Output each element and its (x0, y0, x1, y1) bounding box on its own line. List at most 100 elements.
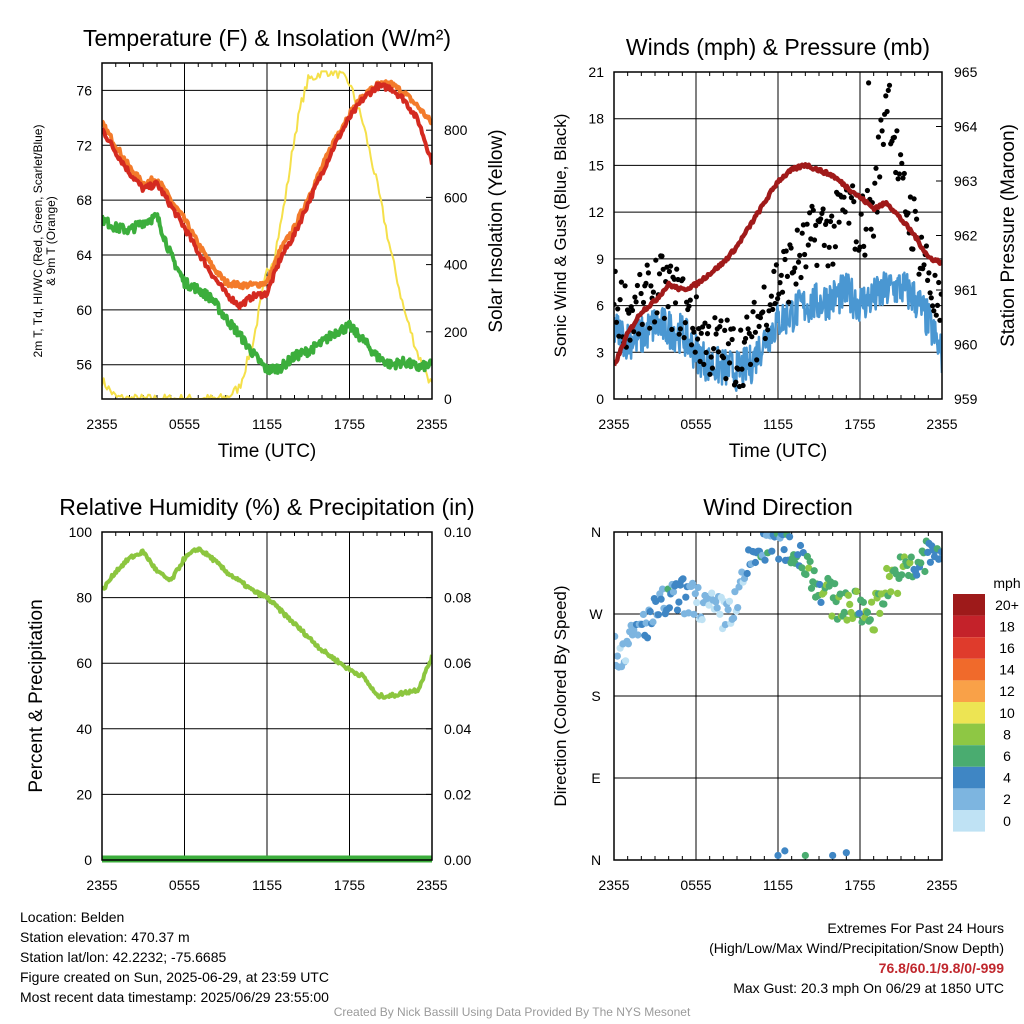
series-relative-humidity (102, 546, 432, 700)
gust-point (644, 262, 650, 268)
direction-point (921, 567, 929, 576)
gust-point (896, 171, 903, 177)
gust-point (643, 280, 649, 286)
gust-point (809, 203, 815, 209)
colorbar-label: 8 (1003, 726, 1011, 742)
gust-point (631, 329, 637, 335)
gust-point (677, 326, 684, 332)
gust-point (932, 272, 938, 278)
direction-point (624, 640, 633, 648)
gust-point (687, 297, 693, 303)
gust-point (880, 141, 887, 147)
colorbar-swatch (953, 810, 985, 832)
colorbar-label: 14 (999, 662, 1015, 678)
gust-point (618, 279, 625, 285)
gust-point (842, 209, 848, 215)
gust-point (614, 319, 620, 325)
station-latlon: Station lat/lon: 42.2232; -75.6685 (20, 949, 227, 965)
gust-point (688, 342, 695, 348)
direction-point (682, 593, 690, 601)
y-right-tick-label: 0.04 (444, 721, 471, 737)
direction-point (708, 589, 716, 597)
direction-point (796, 541, 805, 550)
gust-point (813, 222, 819, 228)
direction-point (810, 567, 818, 575)
x-tick-label: 1155 (252, 416, 282, 432)
colorbar-swatch (953, 723, 985, 746)
gust-point (715, 349, 722, 355)
y-right-tick-label: 400 (444, 257, 468, 273)
y-axis-label-right: Solar Insolation (Yellow) (486, 129, 507, 332)
gust-point (648, 283, 654, 289)
colorbar-swatch (953, 594, 985, 616)
gust-point (704, 331, 711, 337)
gust-point (695, 336, 701, 342)
direction-point (775, 555, 783, 563)
gust-point (927, 290, 933, 296)
station-info: Location: Belden Station elevation: 470.… (20, 907, 329, 1007)
direction-point (684, 609, 693, 617)
direction-point (880, 600, 888, 608)
gust-point (743, 335, 749, 342)
gust-point (804, 221, 810, 227)
chart-panel-1: Temperature (F) & Insolation (W/m²) 2355 0… (31, 25, 507, 462)
gust-point (930, 303, 936, 309)
gust-point (707, 371, 713, 377)
direction-point (840, 608, 848, 616)
y-tick-label: 18 (588, 111, 604, 127)
direction-point (642, 619, 650, 627)
gust-point (653, 257, 659, 263)
direction-point (669, 588, 678, 596)
extremes-panel: Extremes For Past 24 Hours (High/Low/Max… (709, 918, 1004, 998)
gust-point (691, 329, 697, 335)
direction-point (675, 598, 683, 606)
gust-point (697, 358, 703, 364)
gust-point (803, 264, 809, 270)
gust-point (698, 330, 704, 336)
direction-point (639, 610, 648, 619)
gust-point (676, 331, 682, 337)
gust-point (747, 361, 754, 367)
direction-point (743, 569, 751, 578)
gust-point (672, 300, 679, 306)
x-tick-label: 2355 (598, 416, 629, 432)
direction-point (724, 606, 732, 614)
direction-point (831, 580, 839, 588)
gust-point (725, 341, 732, 347)
gust-point (900, 175, 906, 181)
gust-point (805, 242, 811, 248)
gust-point (708, 354, 714, 360)
y-tick-label: 3 (596, 344, 604, 360)
gust-point (794, 227, 800, 233)
gust-point (898, 152, 904, 158)
y-tick-label: S (591, 688, 600, 704)
gust-point (864, 187, 871, 194)
gust-point (870, 233, 877, 239)
gust-point (738, 327, 744, 333)
chart-title: Wind Direction (703, 494, 853, 520)
y-axis-label-left: Percent & Precipitation (26, 599, 47, 792)
gust-point (872, 180, 878, 186)
y-tick-label: 60 (76, 655, 92, 671)
colorbar-swatch (953, 702, 985, 724)
gust-point (848, 195, 855, 201)
gust-point (706, 323, 712, 329)
max-gust: Max Gust: 20.3 mph On 06/29 at 1850 UTC (733, 980, 1004, 996)
direction-point (658, 585, 667, 593)
gust-point (850, 183, 856, 189)
direction-point (844, 591, 853, 599)
direction-point (937, 548, 942, 556)
gust-point (634, 282, 641, 289)
gust-point (692, 349, 698, 355)
y-tick-label: 72 (76, 137, 92, 153)
gust-point (724, 317, 730, 323)
direction-point (643, 634, 652, 642)
gust-point (638, 290, 644, 297)
direction-point (761, 556, 769, 564)
direction-point (816, 580, 824, 589)
gust-point (937, 317, 942, 323)
gust-point (931, 308, 937, 314)
gust-point (802, 251, 808, 258)
series-sonic-wind (614, 271, 942, 392)
gust-point (647, 325, 653, 331)
